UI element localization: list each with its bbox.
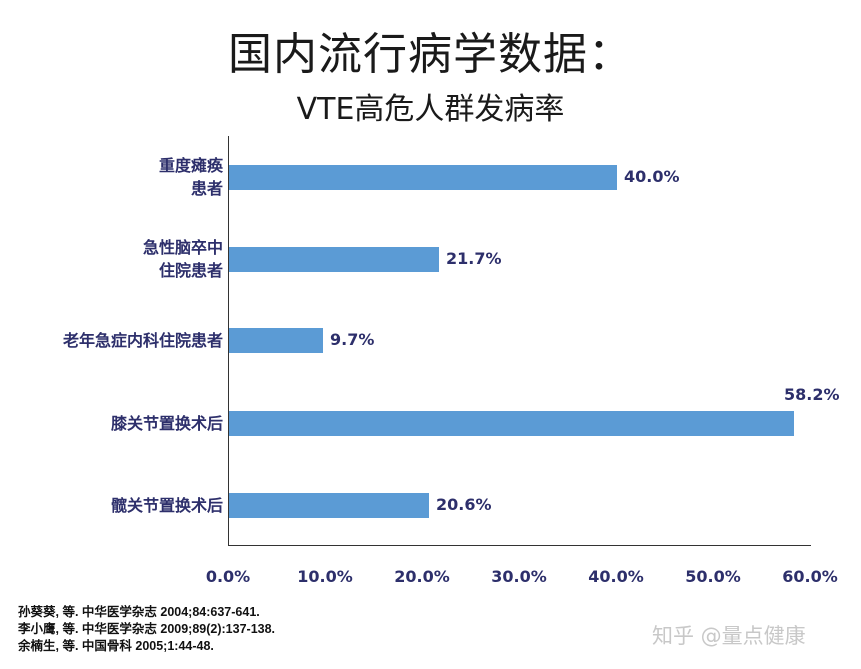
x-tick-label: 10.0% [297,567,353,586]
chart-title: 国内流行病学数据： [228,29,633,80]
bar [229,411,794,436]
category-label: 老年急症内科住院患者 [62,330,223,350]
reference-1: 孙葵葵, 等. 中华医学杂志 2004;84:637-641. [18,605,260,619]
watermark: 知乎 @量点健康 [652,624,806,648]
category-label: 重度瘫痪 患者 [158,156,223,198]
category-label: 髋关节置换术后 [110,495,223,515]
reference-2: 李小鹰, 等. 中华医学杂志 2009;89(2):137-138. [18,622,276,636]
bar-value-label: 9.7% [330,330,375,349]
reference-3: 余楠生, 等. 中国骨科 2005;1:44-48. [18,639,214,653]
x-tick-label: 30.0% [491,567,547,586]
chart-subtitle: VTE高危人群发病率 [296,92,565,127]
bar [229,328,323,353]
category-label: 急性脑卒中 住院患者 [142,238,223,280]
bar-value-label: 20.6% [436,495,492,514]
category-label: 膝关节置换术后 [110,413,223,433]
x-tick-label: 20.0% [394,567,450,586]
x-tick-label: 60.0% [782,567,838,586]
x-tick-label: 50.0% [685,567,741,586]
bar [229,493,429,518]
bar [229,165,617,190]
x-tick-label: 40.0% [588,567,644,586]
y-axis-line [228,136,229,546]
bar-value-label: 40.0% [624,167,680,186]
x-tick-label: 0.0% [205,567,251,586]
bar-value-label: 58.2% [784,385,840,404]
references: 孙葵葵, 等. 中华医学杂志 2004;84:637-641. 李小鹰, 等. … [18,604,275,655]
bar-value-label: 21.7% [446,249,502,268]
bar [229,247,439,272]
x-axis-line [228,545,811,546]
